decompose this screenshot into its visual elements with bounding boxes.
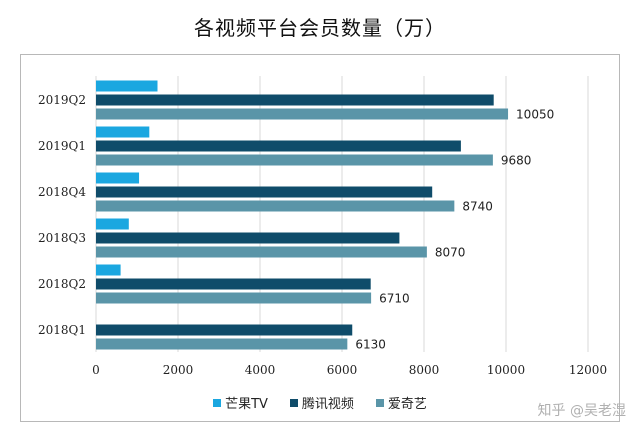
bar-腾讯视频 — [96, 140, 461, 152]
category-label: 2019Q1 — [38, 139, 86, 153]
data-label: 9680 — [501, 154, 532, 168]
bar-爱奇艺 — [96, 338, 348, 350]
category-label: 2018Q2 — [38, 277, 86, 291]
category-label: 2018Q3 — [38, 231, 86, 245]
data-label: 8070 — [435, 246, 466, 260]
x-tick-label: 10000 — [487, 363, 525, 377]
data-label: 6710 — [379, 292, 410, 306]
legend: 芒果TV 腾讯视频 爱奇艺 — [0, 393, 640, 412]
x-tick-label: 6000 — [327, 363, 358, 377]
x-tick-label: 4000 — [245, 363, 276, 377]
category-label: 2018Q4 — [38, 185, 86, 199]
data-label: 10050 — [516, 108, 554, 122]
bar-腾讯视频 — [96, 324, 353, 336]
watermark: 知乎 @吴老湿 — [537, 403, 626, 419]
legend-item-mango: 芒果TV — [213, 393, 268, 412]
legend-swatch-mango — [213, 398, 222, 407]
legend-swatch-tencent — [289, 398, 298, 407]
data-label: 8740 — [462, 200, 493, 214]
bar-爱奇艺 — [96, 292, 372, 304]
legend-label-mango: 芒果TV — [225, 397, 268, 412]
x-tick-label: 2000 — [163, 363, 194, 377]
bar-爱奇艺 — [96, 200, 455, 212]
legend-label-iqiyi: 爱奇艺 — [387, 397, 427, 412]
legend-label-tencent: 腾讯视频 — [301, 397, 354, 412]
bar-腾讯视频 — [96, 232, 400, 244]
legend-item-iqiyi: 爱奇艺 — [375, 393, 427, 412]
bar-爱奇艺 — [96, 108, 509, 120]
bar-芒果TV — [96, 126, 150, 138]
bar-腾讯视频 — [96, 94, 494, 106]
bar-腾讯视频 — [96, 278, 371, 290]
category-label: 2018Q1 — [38, 323, 86, 337]
bar-爱奇艺 — [96, 154, 493, 166]
chart-frame — [20, 54, 620, 422]
x-tick-label: 0 — [92, 363, 100, 377]
x-tick-label: 12000 — [569, 363, 607, 377]
legend-swatch-iqiyi — [375, 398, 384, 407]
bar-芒果TV — [96, 172, 140, 184]
bar-芒果TV — [96, 264, 121, 276]
bar-芒果TV — [96, 218, 129, 230]
chart-title: 各视频平台会员数量（万） — [194, 16, 446, 40]
x-tick-label: 8000 — [409, 363, 440, 377]
bar-腾讯视频 — [96, 186, 433, 198]
bar-芒果TV — [96, 80, 158, 92]
data-label: 6130 — [355, 338, 386, 352]
category-label: 2019Q2 — [38, 93, 86, 107]
bar-爱奇艺 — [96, 246, 427, 258]
legend-item-tencent: 腾讯视频 — [289, 393, 354, 412]
